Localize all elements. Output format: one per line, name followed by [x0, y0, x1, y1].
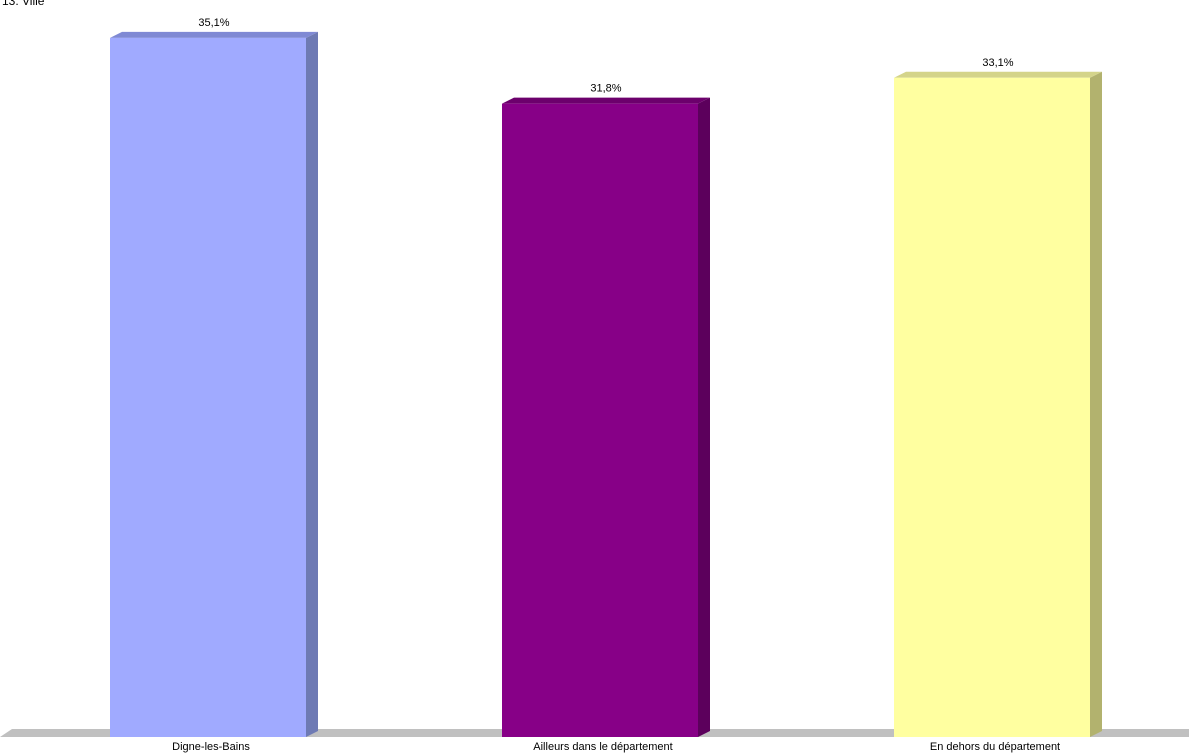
- bar-side: [698, 97, 710, 737]
- bar-top: [894, 71, 1102, 78]
- data-label: 33,1%: [982, 57, 1013, 69]
- bar-side: [306, 31, 318, 738]
- x-tick-label: Digne-les-Bains: [172, 741, 250, 753]
- x-tick-label: En dehors du département: [930, 741, 1060, 753]
- bar-side: [1090, 71, 1102, 738]
- x-tick-label: Ailleurs dans le département: [533, 741, 672, 753]
- data-label: 35,1%: [198, 17, 229, 29]
- bar: [502, 103, 698, 737]
- chart-title: 13. Ville: [2, 0, 45, 8]
- bar-top: [110, 31, 318, 38]
- bar: [894, 77, 1090, 738]
- data-label: 31,8%: [590, 83, 621, 95]
- bar: [110, 37, 306, 738]
- bar-top: [502, 97, 710, 104]
